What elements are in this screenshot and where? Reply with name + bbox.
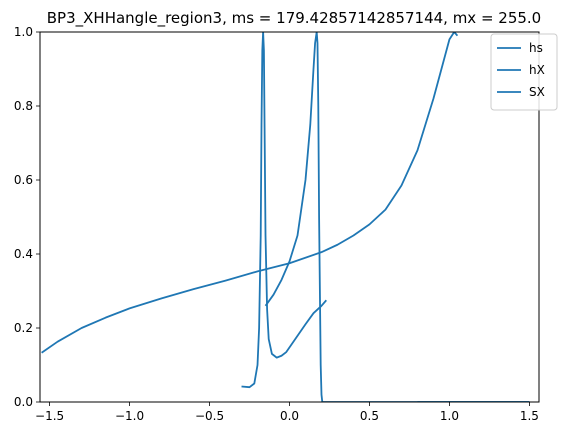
chart-title: BP3_XHHangle_region3, ms = 179.428571428… <box>47 9 541 28</box>
x-tick-label: −1.0 <box>115 409 144 423</box>
series-layer <box>41 32 530 402</box>
legend: hs hX SX <box>490 33 558 111</box>
series-line-hs <box>41 32 459 354</box>
y-tick-label: 0.2 <box>14 321 33 335</box>
y-axis: 0.0 0.2 0.4 0.6 0.8 1.0 <box>14 25 40 409</box>
x-tick-label: 1.0 <box>440 409 459 423</box>
y-tick-label: 0.4 <box>14 247 33 261</box>
y-tick-label: 0.8 <box>14 99 33 113</box>
x-tick-label: 1.5 <box>520 409 539 423</box>
legend-label: hX <box>529 63 545 77</box>
series-line-hX <box>241 32 327 389</box>
x-axis: −1.5 −1.0 −0.5 0.0 0.5 1.0 1.5 <box>35 402 539 423</box>
x-tick-label: −0.5 <box>195 409 224 423</box>
legend-label: hs <box>529 41 543 55</box>
x-tick-label: 0.0 <box>280 409 299 423</box>
y-tick-label: 0.6 <box>14 173 33 187</box>
plot-area <box>40 32 539 402</box>
legend-box <box>490 33 558 111</box>
legend-label: SX <box>529 85 545 99</box>
y-tick-label: 1.0 <box>14 25 33 39</box>
x-tick-label: 0.5 <box>360 409 379 423</box>
y-tick-label: 0.0 <box>14 395 33 409</box>
series-line-SX <box>264 32 530 402</box>
x-tick-label: −1.5 <box>35 409 64 423</box>
